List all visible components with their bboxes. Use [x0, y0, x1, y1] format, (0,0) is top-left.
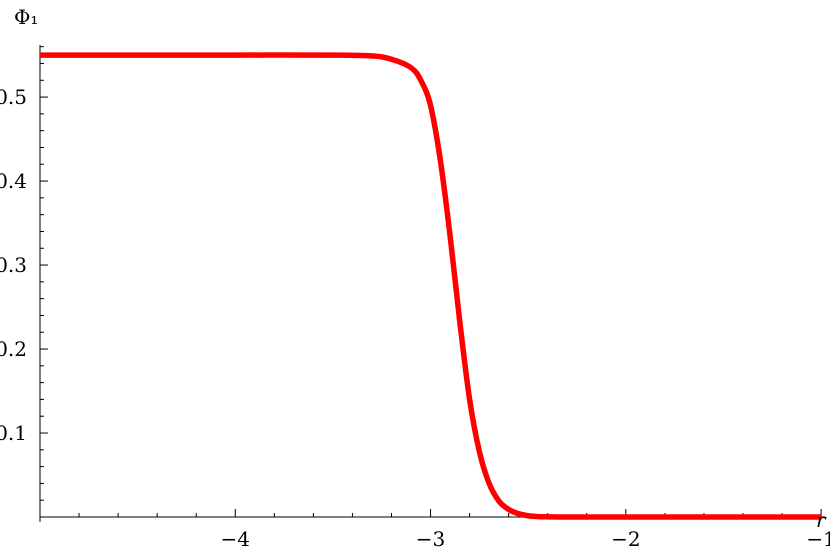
x-axis-ticks: −4 −3 −2 −1 — [39, 509, 830, 551]
y-tick-label: 0.2 — [0, 337, 27, 361]
x-tick-label: −1 — [806, 527, 830, 551]
x-axis-title: r — [816, 508, 827, 532]
series-layer — [40, 52, 822, 520]
series-line — [40, 52, 822, 520]
y-axis-ticks: 0.1 0.2 0.3 0.4 0.5 — [0, 85, 48, 445]
y-tick-label: 0.1 — [0, 421, 27, 445]
y-axis-title: Φ₁ — [14, 5, 38, 29]
x-tick-label: −3 — [416, 527, 445, 551]
y-tick-label: 0.5 — [0, 85, 27, 109]
y-tick-label: 0.3 — [0, 253, 27, 277]
minor-ticks — [40, 46, 783, 517]
y-tick-label: 0.4 — [0, 169, 27, 193]
x-tick-label: −2 — [611, 527, 640, 551]
x-tick-label: −4 — [221, 527, 250, 551]
